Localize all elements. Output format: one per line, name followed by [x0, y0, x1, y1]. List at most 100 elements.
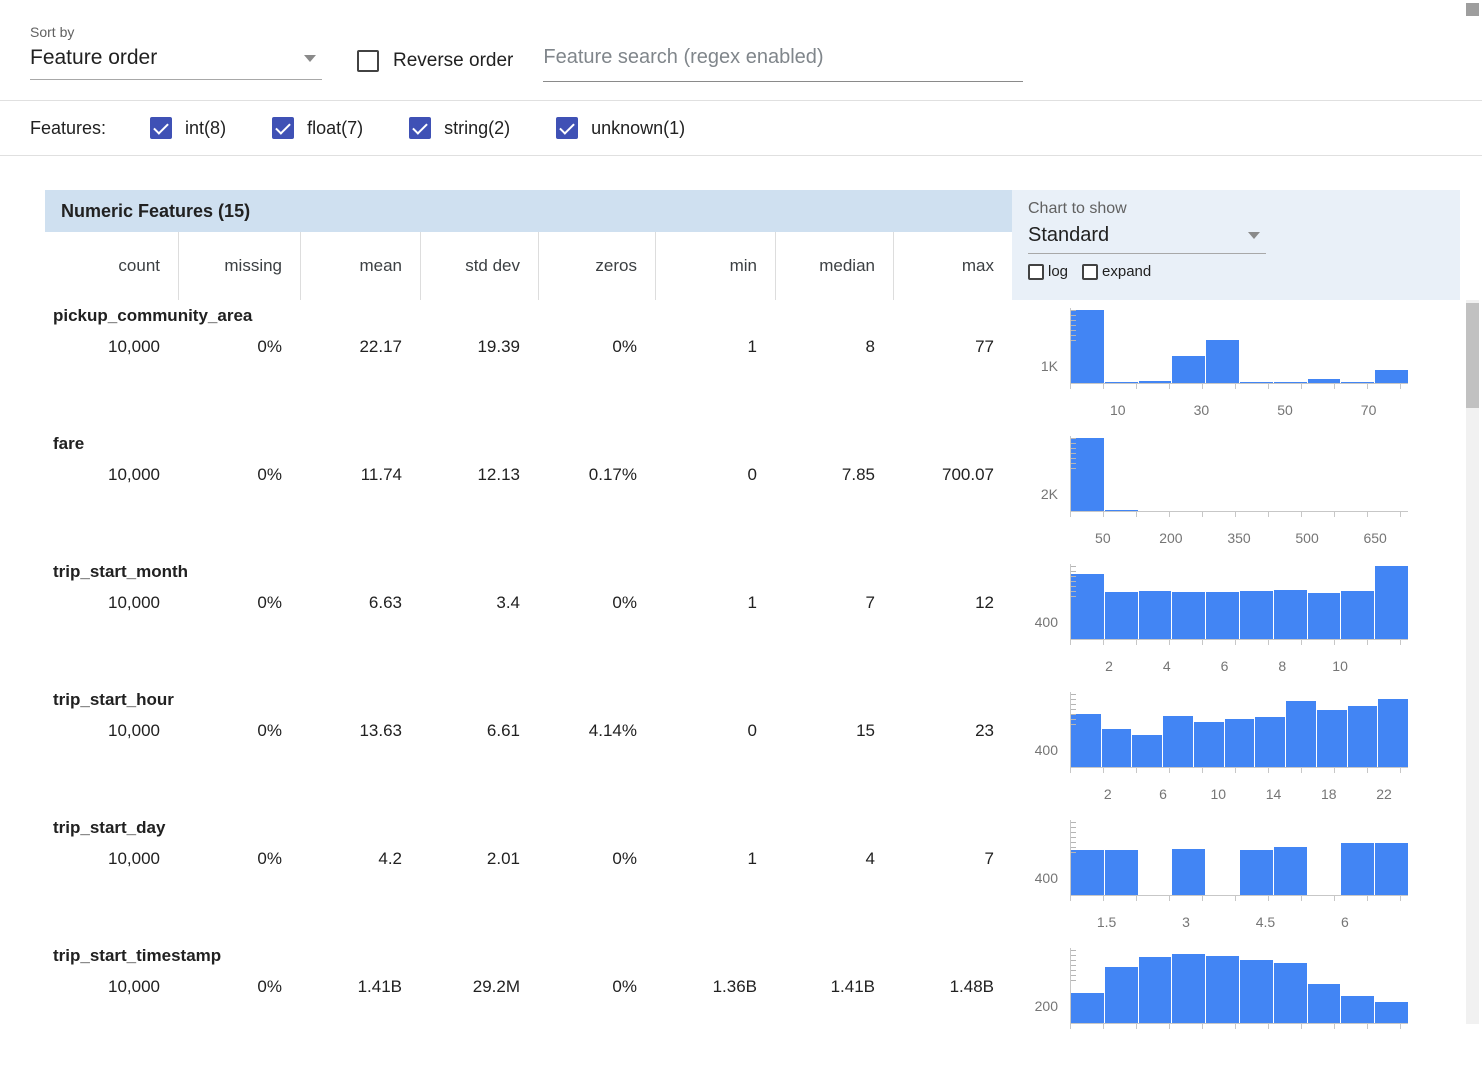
- histogram-bar[interactable]: [1255, 717, 1286, 767]
- column-header-max[interactable]: max: [893, 232, 1012, 300]
- histogram-bar[interactable]: [1375, 1002, 1408, 1023]
- histogram-bar[interactable]: [1378, 699, 1409, 767]
- histogram-bar[interactable]: [1206, 956, 1239, 1023]
- histogram-bar[interactable]: [1307, 379, 1341, 383]
- histogram-bar[interactable]: [1341, 843, 1375, 895]
- reverse-order-toggle[interactable]: Reverse order: [357, 50, 513, 72]
- histogram-bar[interactable]: [1071, 438, 1104, 511]
- column-header-count[interactable]: count: [118, 256, 160, 275]
- histogram-bar[interactable]: [1104, 850, 1138, 895]
- column-header-stddev[interactable]: std dev: [420, 232, 538, 300]
- histogram-bar[interactable]: [1206, 592, 1239, 639]
- column-header-zeros[interactable]: zeros: [538, 232, 655, 300]
- histogram-bar[interactable]: [1375, 370, 1408, 383]
- histogram-bar[interactable]: [1132, 735, 1163, 767]
- histogram-bar[interactable]: [1172, 954, 1206, 1023]
- stat-value: 0%: [612, 337, 637, 356]
- feature-search-input[interactable]: [543, 46, 1024, 82]
- histogram-bar[interactable]: [1138, 957, 1172, 1023]
- histogram-bar[interactable]: [1286, 701, 1316, 767]
- histogram-bar[interactable]: [1104, 382, 1138, 383]
- histogram-bar[interactable]: [1138, 591, 1172, 639]
- chart-type-select[interactable]: Standard: [1028, 224, 1266, 254]
- histogram-bar[interactable]: [1071, 993, 1104, 1023]
- histogram-bar[interactable]: [1239, 960, 1273, 1023]
- log-checkbox[interactable]: [1028, 263, 1044, 280]
- histogram-bar[interactable]: [1206, 340, 1239, 383]
- histogram-bar[interactable]: [1341, 382, 1375, 383]
- histogram-bar[interactable]: [1341, 591, 1375, 639]
- stat-value: 29.2M: [472, 977, 520, 996]
- histogram-bar[interactable]: [1347, 706, 1378, 767]
- log-toggle[interactable]: log: [1028, 263, 1068, 280]
- histogram-bar[interactable]: [1193, 722, 1224, 767]
- stat-value: 0: [747, 465, 757, 484]
- histogram-bar[interactable]: [1071, 310, 1104, 383]
- chart-options: log expand: [1028, 263, 1460, 280]
- dropdown-arrow-icon: [304, 54, 316, 62]
- feature-stats: trip_start_timestamp 10,000 0% 1.41B 29.2M 0%…: [45, 940, 1012, 1068]
- column-header-median[interactable]: median: [775, 232, 893, 300]
- stat-value: 10,000: [108, 465, 160, 484]
- histogram-bar[interactable]: [1273, 382, 1307, 383]
- column-header-min[interactable]: min: [655, 232, 775, 300]
- scrollbar-track[interactable]: [1466, 300, 1479, 1024]
- histogram-bar[interactable]: [1375, 843, 1408, 895]
- feature-name: trip_start_timestamp: [53, 946, 222, 965]
- column-header-mean[interactable]: mean: [300, 232, 420, 300]
- x-tick-label: 4.5: [1255, 914, 1276, 930]
- histogram-bar[interactable]: [1375, 566, 1408, 639]
- histogram-plot: [1070, 948, 1408, 1024]
- histogram-bar[interactable]: [1239, 850, 1273, 895]
- filter-unknown[interactable]: unknown(1): [556, 117, 685, 139]
- features-filter-bar: Features: int(8) float(7) string(2) unkn…: [0, 100, 1482, 156]
- int-checkbox[interactable]: [150, 117, 173, 139]
- float-checkbox[interactable]: [272, 117, 295, 139]
- expand-toggle[interactable]: expand: [1082, 263, 1151, 280]
- histogram-bar[interactable]: [1316, 710, 1347, 767]
- string-checkbox[interactable]: [409, 117, 432, 139]
- histogram-bar[interactable]: [1307, 984, 1341, 1023]
- histogram-bar[interactable]: [1104, 510, 1138, 511]
- histogram-bar[interactable]: [1307, 593, 1341, 639]
- unknown-checkbox[interactable]: [556, 117, 579, 139]
- stats-grid: 10,000 0% 13.63 6.61 4.14% 0 15 23: [45, 721, 1012, 741]
- histogram-bar[interactable]: [1071, 850, 1104, 895]
- histogram-bar[interactable]: [1224, 719, 1255, 767]
- feature-stats: trip_start_month 10,000 0% 6.63 3.4 0% 1 7 12: [45, 556, 1012, 684]
- histogram-bar[interactable]: [1071, 574, 1104, 639]
- sort-order-select[interactable]: Feature order: [30, 46, 322, 80]
- histogram-bar[interactable]: [1172, 356, 1206, 383]
- histogram-bar[interactable]: [1138, 381, 1172, 383]
- x-tick-label: 1.5: [1096, 914, 1117, 930]
- filter-string[interactable]: string(2): [409, 117, 510, 139]
- histogram-bar[interactable]: [1273, 963, 1307, 1023]
- filter-float[interactable]: float(7): [272, 117, 363, 139]
- filter-int[interactable]: int(8): [150, 117, 226, 139]
- column-header-missing[interactable]: missing: [178, 232, 300, 300]
- histogram-bar[interactable]: [1341, 996, 1375, 1023]
- histogram-bar[interactable]: [1239, 591, 1273, 639]
- dropdown-arrow-icon: [1248, 232, 1260, 239]
- histogram-bar[interactable]: [1273, 847, 1307, 895]
- scrollbar-thumb[interactable]: [1466, 303, 1479, 408]
- feature-row: trip_start_day 10,000 0% 4.2 2.01 0% 1 4 7 400 1.5…: [45, 812, 1460, 940]
- histogram-bar[interactable]: [1071, 714, 1101, 767]
- feature-histogram: 400 2 6 10 14 18 22: [1012, 684, 1460, 812]
- histogram-plot: [1070, 564, 1408, 640]
- histogram-bar[interactable]: [1172, 849, 1206, 895]
- stat-value: 1: [747, 337, 757, 356]
- x-tick-label: 6: [1220, 658, 1229, 674]
- x-tick-label: 14: [1265, 786, 1282, 802]
- reverse-order-checkbox[interactable]: [357, 50, 379, 72]
- histogram-bar[interactable]: [1172, 592, 1206, 639]
- feature-name: trip_start_month: [53, 562, 189, 581]
- histogram-bar[interactable]: [1239, 382, 1273, 383]
- feature-stats: fare 10,000 0% 11.74 12.13 0.17% 0 7.85 700.07: [45, 428, 1012, 556]
- expand-checkbox[interactable]: [1082, 263, 1099, 280]
- histogram-bar[interactable]: [1104, 592, 1138, 639]
- histogram-bar[interactable]: [1104, 967, 1138, 1023]
- histogram-bar[interactable]: [1273, 590, 1307, 639]
- histogram-bar[interactable]: [1163, 716, 1193, 767]
- histogram-bar[interactable]: [1101, 729, 1132, 767]
